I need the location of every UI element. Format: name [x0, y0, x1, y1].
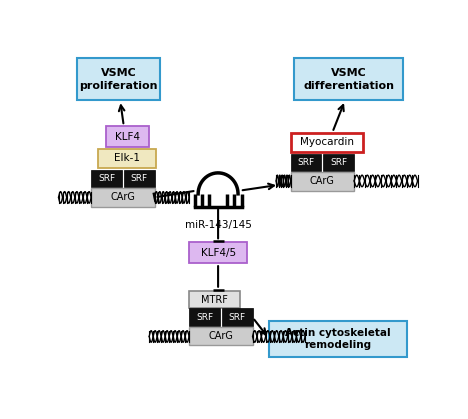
Text: SRF: SRF [98, 174, 115, 183]
Text: CArG: CArG [110, 192, 135, 202]
Text: Actin cytoskeletal
remodeling: Actin cytoskeletal remodeling [285, 328, 391, 350]
Text: CArG: CArG [310, 176, 335, 186]
Text: miR-143/145: miR-143/145 [185, 220, 251, 230]
Text: KLF4: KLF4 [115, 132, 140, 142]
Text: SRF: SRF [228, 313, 246, 322]
FancyBboxPatch shape [294, 58, 403, 100]
Text: SRF: SRF [196, 313, 213, 322]
FancyBboxPatch shape [323, 153, 354, 171]
FancyBboxPatch shape [189, 308, 220, 326]
FancyBboxPatch shape [98, 149, 156, 168]
FancyBboxPatch shape [189, 242, 247, 263]
FancyBboxPatch shape [91, 188, 154, 207]
FancyBboxPatch shape [189, 291, 240, 308]
FancyBboxPatch shape [291, 132, 363, 152]
FancyBboxPatch shape [222, 308, 253, 326]
FancyBboxPatch shape [291, 172, 354, 191]
Text: SRF: SRF [131, 174, 148, 183]
Text: SRF: SRF [330, 158, 347, 167]
Text: KLF4/5: KLF4/5 [200, 248, 236, 258]
Text: VSMC
proliferation: VSMC proliferation [79, 68, 158, 91]
Text: Elk-1: Elk-1 [114, 153, 140, 163]
Text: Myocardin: Myocardin [300, 137, 354, 147]
FancyBboxPatch shape [124, 170, 154, 187]
FancyBboxPatch shape [77, 58, 160, 100]
Text: SRF: SRF [298, 158, 314, 167]
FancyBboxPatch shape [189, 327, 253, 346]
FancyBboxPatch shape [91, 170, 122, 187]
Text: MTRF: MTRF [201, 295, 228, 305]
FancyBboxPatch shape [106, 126, 149, 147]
FancyBboxPatch shape [269, 321, 407, 357]
Text: VSMC
differentiation: VSMC differentiation [303, 68, 394, 91]
Text: CArG: CArG [208, 331, 233, 341]
FancyBboxPatch shape [291, 153, 322, 171]
